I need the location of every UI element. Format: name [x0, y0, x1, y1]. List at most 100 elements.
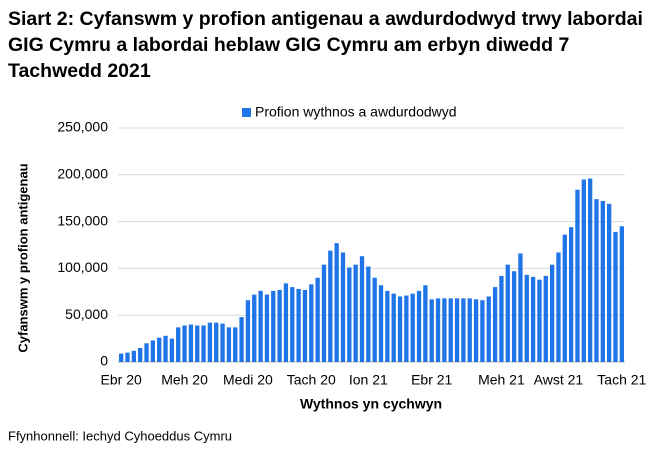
bar	[537, 279, 542, 362]
bar	[404, 295, 409, 362]
y-tick-label: 250,000	[57, 119, 108, 135]
bar	[353, 264, 358, 362]
bar	[461, 298, 466, 362]
bar	[518, 253, 523, 362]
bar	[480, 300, 485, 362]
bar	[340, 252, 346, 362]
bar	[568, 227, 574, 362]
bar	[290, 287, 295, 362]
bar	[511, 271, 517, 362]
bar	[131, 350, 136, 362]
bar	[157, 337, 162, 362]
bar	[549, 264, 555, 362]
bar	[499, 275, 504, 362]
bar	[486, 296, 491, 362]
bar	[435, 298, 441, 362]
bar	[397, 296, 403, 362]
x-axis-label: Wythnos yn cychwyn	[300, 396, 442, 412]
bar	[467, 298, 472, 362]
bar	[378, 285, 384, 362]
y-tick-label: 0	[100, 353, 108, 369]
y-tick-label: 200,000	[57, 166, 108, 182]
bar	[264, 294, 270, 362]
bar	[195, 325, 200, 362]
bar	[125, 352, 130, 362]
x-tick-label: Tach 20	[287, 372, 336, 388]
bar	[347, 267, 352, 362]
bar	[530, 276, 536, 362]
bar	[556, 252, 561, 362]
y-tick-label: 150,000	[57, 212, 108, 228]
bar	[473, 299, 479, 362]
y-axis-label: Cyfanswm y profion antigenau	[15, 163, 30, 352]
bar	[302, 289, 308, 362]
bar	[543, 275, 548, 362]
bar	[613, 231, 618, 362]
bar	[176, 327, 181, 362]
bar	[575, 189, 580, 362]
bar	[454, 298, 460, 362]
y-tick-label: 100,000	[57, 259, 108, 275]
x-tick-label: Ebr 20	[101, 372, 142, 388]
bar	[119, 353, 124, 362]
bar	[182, 325, 187, 362]
bar	[321, 264, 327, 362]
bar	[328, 250, 333, 362]
bar	[315, 277, 320, 362]
bar	[245, 300, 251, 362]
bar	[391, 293, 396, 362]
bar	[600, 201, 605, 362]
bar	[587, 178, 593, 362]
bar	[138, 347, 143, 362]
bar	[233, 327, 238, 362]
x-tick-label: Medi 20	[223, 372, 273, 388]
bar	[607, 203, 612, 362]
bar	[239, 317, 244, 362]
x-tick-label: Awst 21	[534, 372, 584, 388]
x-tick-label: Meh 21	[478, 372, 525, 388]
bar	[271, 290, 276, 362]
bar	[188, 324, 194, 362]
bar	[144, 343, 149, 362]
bar	[594, 199, 599, 362]
bar	[226, 327, 232, 362]
source: Ffynhonnell: Iechyd Cyhoeddus Cymru	[8, 428, 232, 443]
chart-title: Siart 2: Cyfanswm y profion antigenau a …	[8, 8, 643, 82]
bar	[150, 340, 156, 362]
bar	[410, 293, 415, 362]
bar	[359, 256, 365, 362]
bar	[220, 323, 225, 362]
bar	[252, 294, 257, 362]
bar	[296, 288, 301, 362]
bar	[429, 299, 434, 362]
bar	[372, 277, 377, 362]
bar	[169, 338, 175, 362]
bar	[442, 298, 447, 362]
bar	[562, 234, 567, 362]
x-tick-label: Meh 20	[161, 372, 208, 388]
bar	[385, 290, 390, 362]
x-tick-label: Ion 21	[349, 372, 388, 388]
bar	[334, 243, 339, 362]
bar	[505, 264, 510, 362]
legend-swatch	[242, 108, 251, 117]
bar	[258, 290, 263, 362]
x-tick-label: Tach 21	[597, 372, 646, 388]
bar	[277, 289, 282, 362]
bar	[214, 322, 219, 362]
bar	[619, 226, 624, 362]
bar	[492, 287, 498, 362]
bar	[207, 322, 213, 362]
bar	[448, 298, 453, 362]
legend-label: Profion wythnos a awdurdodwyd	[255, 104, 457, 120]
bar	[309, 284, 314, 362]
bar	[581, 179, 586, 362]
bar	[201, 325, 206, 362]
bar	[524, 274, 529, 362]
bar	[423, 285, 428, 362]
bar	[283, 283, 289, 362]
bar	[416, 290, 422, 362]
bar	[366, 266, 371, 362]
